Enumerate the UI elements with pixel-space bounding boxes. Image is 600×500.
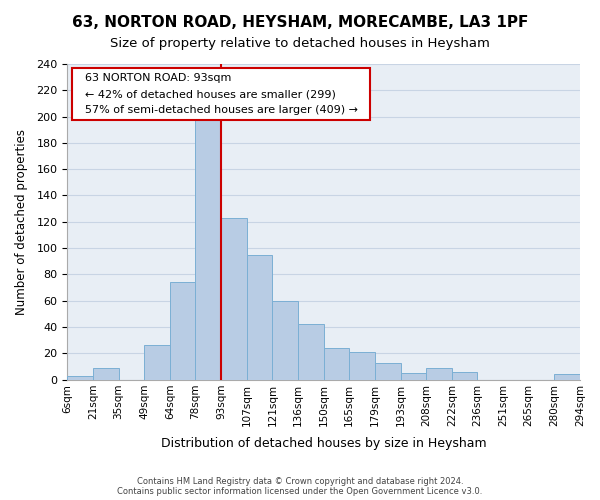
Bar (323, 348, 349, 380)
Text: Contains public sector information licensed under the Open Government Licence v3: Contains public sector information licen… (118, 488, 482, 496)
Bar (144, 346, 170, 380)
Bar (554, 374, 580, 380)
Bar (452, 372, 478, 380)
Y-axis label: Number of detached properties: Number of detached properties (15, 129, 28, 315)
Bar (247, 254, 272, 380)
Text: 63 NORTON ROAD: 93sqm
  ← 42% of detached houses are smaller (299)
  57% of semi: 63 NORTON ROAD: 93sqm ← 42% of detached … (77, 74, 365, 114)
Bar (93, 368, 119, 380)
X-axis label: Distribution of detached houses by size in Heysham: Distribution of detached houses by size … (161, 437, 487, 450)
Bar (221, 218, 247, 380)
Bar (349, 352, 375, 380)
Bar (401, 373, 426, 380)
Text: Size of property relative to detached houses in Heysham: Size of property relative to detached ho… (110, 38, 490, 51)
Text: Contains HM Land Registry data © Crown copyright and database right 2024.: Contains HM Land Registry data © Crown c… (137, 478, 463, 486)
Bar (170, 282, 196, 380)
Text: 63, NORTON ROAD, HEYSHAM, MORECAMBE, LA3 1PF: 63, NORTON ROAD, HEYSHAM, MORECAMBE, LA3… (72, 15, 528, 30)
Bar (426, 368, 452, 380)
Bar (67, 376, 93, 380)
Bar (272, 300, 298, 380)
Bar (375, 362, 401, 380)
Bar (196, 119, 221, 380)
Bar (298, 324, 323, 380)
